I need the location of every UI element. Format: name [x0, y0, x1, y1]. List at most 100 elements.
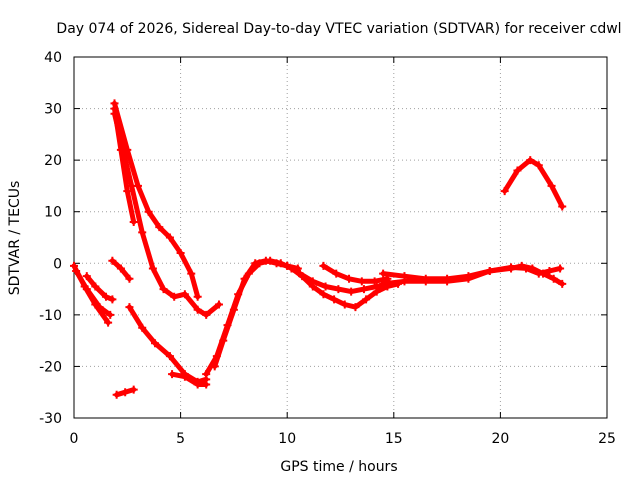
data-point — [295, 269, 304, 278]
data-point — [193, 380, 202, 389]
data-point — [151, 339, 160, 348]
data-point — [308, 277, 317, 286]
data-point — [261, 256, 270, 265]
data-point — [330, 295, 339, 304]
data-point — [214, 300, 223, 309]
x-tick-label: 25 — [598, 431, 616, 447]
data-series — [70, 99, 567, 399]
series-track-10 — [169, 371, 209, 387]
data-point — [357, 277, 366, 286]
data-point — [351, 303, 360, 312]
data-point — [129, 385, 138, 394]
data-point — [193, 292, 202, 301]
data-point — [556, 264, 565, 273]
data-point — [202, 310, 211, 319]
data-point — [345, 274, 354, 283]
data-point — [125, 274, 134, 283]
data-point — [176, 248, 185, 257]
data-point — [170, 292, 179, 301]
series-track-17 — [502, 157, 565, 210]
data-point — [116, 145, 125, 154]
data-point — [379, 269, 388, 278]
data-point — [155, 223, 164, 232]
data-point — [251, 259, 260, 268]
data-point — [95, 303, 104, 312]
data-point — [464, 272, 473, 281]
data-point — [101, 292, 110, 301]
data-point — [379, 279, 388, 288]
x-tick-label: 10 — [278, 431, 296, 447]
data-point — [202, 370, 211, 379]
data-point — [362, 295, 371, 304]
data-point — [72, 267, 81, 276]
data-point — [372, 282, 381, 291]
data-point — [104, 318, 113, 327]
y-tick-label: 20 — [44, 153, 62, 169]
data-point — [500, 187, 509, 196]
data-point — [180, 290, 189, 299]
series-track-12 — [212, 258, 301, 369]
data-point — [240, 274, 249, 283]
data-point — [332, 269, 341, 278]
y-tick-label: -10 — [39, 308, 62, 324]
data-point — [91, 282, 100, 291]
data-point — [180, 372, 189, 381]
y-tick-label: -30 — [39, 411, 62, 427]
data-point — [210, 362, 219, 371]
x-tick-label: 5 — [176, 431, 185, 447]
y-tick-label: 40 — [44, 50, 62, 66]
data-point — [400, 272, 409, 281]
y-axis-label: SDTVAR / TECUs — [7, 181, 23, 296]
data-point — [108, 256, 117, 265]
y-tick-labels: -30 -20 -10 0 10 20 30 40 — [39, 50, 62, 427]
data-point — [545, 267, 554, 276]
data-point — [283, 261, 292, 270]
data-point — [485, 267, 494, 276]
data-point — [123, 187, 132, 196]
data-point — [148, 264, 157, 273]
data-point — [138, 323, 147, 332]
data-point — [334, 285, 343, 294]
axis-ticks — [73, 56, 608, 419]
data-point — [229, 305, 238, 314]
data-point — [319, 261, 328, 270]
data-point — [202, 380, 211, 389]
data-point — [370, 277, 379, 286]
data-point — [108, 295, 117, 304]
x-tick-label: 0 — [70, 431, 79, 447]
y-tick-label: 10 — [44, 205, 62, 221]
data-point — [421, 274, 430, 283]
series-track-2 — [73, 268, 113, 318]
data-point — [165, 352, 174, 361]
y-tick-label: 0 — [53, 256, 62, 272]
data-point — [159, 285, 168, 294]
data-point — [144, 207, 153, 216]
series-track-9 — [126, 304, 209, 385]
data-point — [534, 161, 543, 170]
data-point — [347, 287, 356, 296]
data-point — [106, 310, 115, 319]
plot-frame — [73, 56, 608, 419]
series-track-3 — [84, 273, 115, 302]
x-axis-label: GPS time / hours — [280, 459, 397, 475]
x-tick-label: 15 — [385, 431, 403, 447]
data-point — [526, 156, 535, 165]
data-point — [359, 285, 368, 294]
data-point — [82, 272, 91, 281]
data-point — [110, 104, 119, 113]
data-point — [165, 233, 174, 242]
series-track-8 — [112, 106, 137, 225]
data-point — [558, 202, 567, 211]
data-point — [138, 228, 147, 237]
data-point — [558, 279, 567, 288]
data-point — [507, 263, 516, 272]
data-point — [319, 290, 328, 299]
chart-title: Day 074 of 2026, Sidereal Day-to-day VTE… — [56, 21, 621, 37]
data-point — [547, 181, 556, 190]
y-tick-label: 30 — [44, 102, 62, 118]
data-point — [125, 303, 134, 312]
data-point — [219, 336, 228, 345]
data-point — [340, 300, 349, 309]
data-point — [116, 264, 125, 273]
